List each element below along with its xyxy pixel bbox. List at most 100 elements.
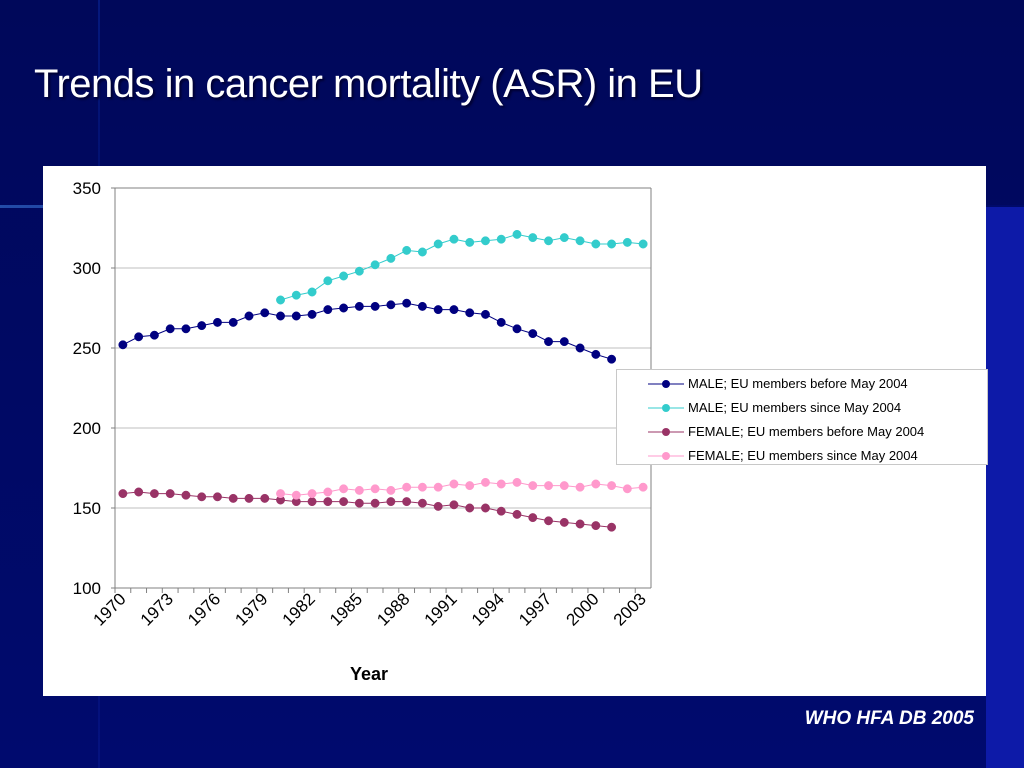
legend-item-male-before: MALE; EU members before May 2004 bbox=[617, 372, 989, 396]
data-point bbox=[291, 490, 301, 500]
data-point bbox=[465, 237, 475, 247]
data-point bbox=[449, 234, 459, 244]
data-point bbox=[244, 311, 254, 321]
data-point bbox=[512, 509, 522, 519]
y-tick-label: 200 bbox=[73, 419, 101, 438]
y-tick-label: 350 bbox=[73, 179, 101, 198]
data-point bbox=[607, 239, 617, 249]
data-point bbox=[607, 522, 617, 532]
legend-label: FEMALE; EU members before May 2004 bbox=[688, 424, 925, 439]
data-point bbox=[370, 484, 380, 494]
data-point bbox=[370, 301, 380, 311]
x-tick-label: 1985 bbox=[326, 589, 366, 629]
series-line bbox=[280, 481, 644, 496]
chart-legend: MALE; EU members before May 2004 MALE; E… bbox=[616, 369, 988, 465]
data-point bbox=[354, 485, 364, 495]
data-point bbox=[260, 493, 270, 503]
x-tick-label: 2000 bbox=[562, 589, 602, 629]
y-tick-label: 150 bbox=[73, 499, 101, 518]
data-point bbox=[307, 489, 317, 499]
data-point bbox=[323, 497, 333, 507]
data-point bbox=[244, 493, 254, 503]
series-line bbox=[122, 302, 612, 360]
data-point bbox=[181, 490, 191, 500]
y-tick-label: 100 bbox=[73, 579, 101, 598]
data-point bbox=[481, 503, 490, 513]
data-point bbox=[512, 477, 522, 487]
data-point bbox=[528, 481, 538, 491]
data-point bbox=[417, 498, 427, 508]
data-point bbox=[276, 311, 285, 321]
data-point bbox=[402, 298, 412, 308]
data-point bbox=[339, 271, 349, 281]
legend-item-female-before: FEMALE; EU members before May 2004 bbox=[617, 420, 989, 444]
data-point bbox=[323, 487, 333, 497]
data-point bbox=[118, 340, 128, 350]
data-point bbox=[402, 245, 412, 255]
data-point bbox=[402, 482, 412, 492]
data-point bbox=[291, 311, 301, 321]
y-tick-label: 300 bbox=[73, 259, 101, 278]
data-point bbox=[339, 484, 349, 494]
x-tick-label: 1973 bbox=[137, 589, 177, 629]
data-point bbox=[591, 479, 601, 489]
data-point bbox=[433, 501, 443, 511]
data-point bbox=[481, 309, 490, 319]
data-point bbox=[544, 236, 553, 246]
legend-item-male-since: MALE; EU members since May 2004 bbox=[617, 396, 989, 420]
data-point bbox=[417, 482, 427, 492]
data-point bbox=[386, 497, 396, 507]
data-point bbox=[544, 516, 553, 526]
data-point bbox=[213, 317, 222, 327]
slide-title: Trends in cancer mortality (ASR) in EU bbox=[34, 62, 703, 106]
data-point bbox=[149, 330, 159, 340]
data-point bbox=[134, 332, 144, 342]
data-point bbox=[323, 276, 333, 286]
x-tick-label: 1997 bbox=[515, 589, 555, 629]
data-point bbox=[386, 485, 396, 495]
data-point bbox=[165, 489, 175, 499]
data-point bbox=[638, 482, 648, 492]
data-point bbox=[559, 517, 569, 527]
x-tick-label: 1991 bbox=[421, 589, 461, 629]
data-point bbox=[544, 337, 553, 347]
data-point bbox=[591, 521, 601, 531]
data-point bbox=[481, 236, 490, 246]
series-line bbox=[122, 491, 612, 528]
data-point bbox=[165, 324, 175, 334]
x-tick-label: 1979 bbox=[231, 589, 271, 629]
data-point bbox=[481, 477, 490, 487]
data-point bbox=[591, 239, 601, 249]
data-point bbox=[465, 481, 475, 491]
x-tick-label: 2003 bbox=[610, 589, 650, 629]
data-point bbox=[339, 497, 349, 507]
x-axis-title: Year bbox=[350, 664, 388, 684]
y-tick-label: 250 bbox=[73, 339, 101, 358]
data-point bbox=[496, 506, 506, 516]
data-point bbox=[260, 308, 270, 318]
data-point bbox=[417, 247, 427, 257]
data-point bbox=[307, 309, 317, 319]
data-point bbox=[134, 487, 144, 497]
data-point bbox=[512, 229, 522, 239]
data-point bbox=[291, 290, 301, 300]
data-point bbox=[354, 301, 364, 311]
data-point bbox=[307, 497, 317, 507]
data-point bbox=[607, 481, 617, 491]
data-point bbox=[559, 481, 569, 491]
series-line bbox=[280, 233, 644, 301]
legend-label: MALE; EU members since May 2004 bbox=[688, 400, 902, 415]
data-point bbox=[228, 493, 238, 503]
data-point bbox=[386, 253, 396, 263]
data-point bbox=[496, 317, 506, 327]
data-point bbox=[575, 343, 585, 353]
data-point bbox=[528, 513, 538, 523]
data-point bbox=[276, 489, 285, 499]
data-point bbox=[354, 498, 364, 508]
data-point bbox=[228, 317, 238, 327]
x-tick-label: 1976 bbox=[184, 589, 224, 629]
data-point bbox=[622, 484, 632, 494]
data-point bbox=[197, 492, 207, 502]
x-tick-label: 1988 bbox=[373, 589, 413, 629]
data-point bbox=[496, 234, 506, 244]
